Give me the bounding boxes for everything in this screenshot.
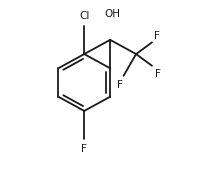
- Text: F: F: [117, 80, 123, 90]
- Text: OH: OH: [104, 9, 120, 19]
- Text: F: F: [81, 143, 87, 154]
- Text: F: F: [155, 31, 160, 41]
- Text: Cl: Cl: [79, 11, 89, 21]
- Text: F: F: [155, 70, 161, 79]
